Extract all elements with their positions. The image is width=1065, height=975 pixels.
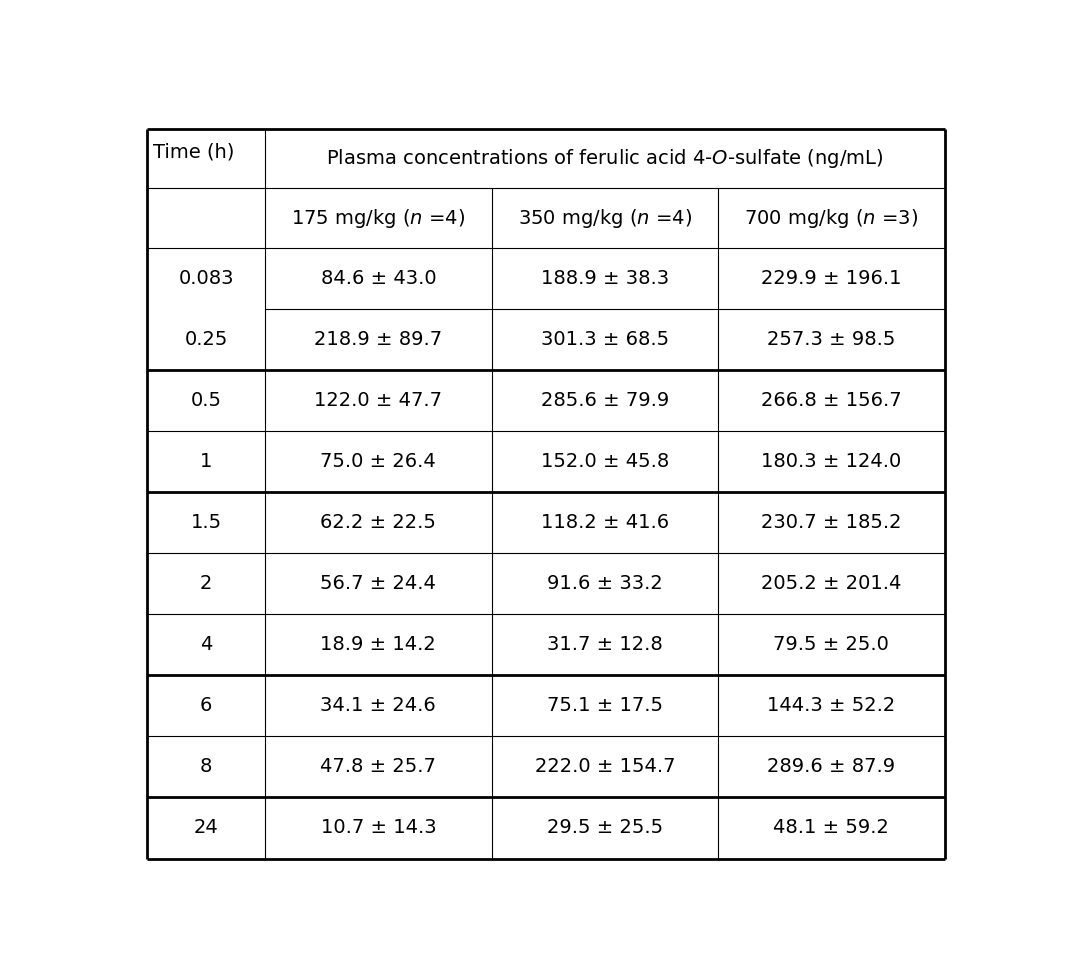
Text: 24: 24 <box>194 818 218 838</box>
Text: 222.0 ± 154.7: 222.0 ± 154.7 <box>535 758 675 776</box>
Text: 48.1 ± 59.2: 48.1 ± 59.2 <box>773 818 889 838</box>
Text: 180.3 ± 124.0: 180.3 ± 124.0 <box>761 452 901 471</box>
Text: Time (h): Time (h) <box>153 142 234 162</box>
Text: 350 mg/kg ($\it{n}$ =4): 350 mg/kg ($\it{n}$ =4) <box>518 207 692 230</box>
Text: 56.7 ± 24.4: 56.7 ± 24.4 <box>321 574 437 594</box>
Text: 230.7 ± 185.2: 230.7 ± 185.2 <box>761 514 902 532</box>
Text: 122.0 ± 47.7: 122.0 ± 47.7 <box>314 391 442 410</box>
Text: 34.1 ± 24.6: 34.1 ± 24.6 <box>321 696 437 716</box>
Text: 75.0 ± 26.4: 75.0 ± 26.4 <box>321 452 437 471</box>
Text: 84.6 ± 43.0: 84.6 ± 43.0 <box>321 269 437 289</box>
Text: 2: 2 <box>200 574 212 594</box>
Text: 0.25: 0.25 <box>184 331 228 349</box>
Text: 29.5 ± 25.5: 29.5 ± 25.5 <box>546 818 662 838</box>
Text: 289.6 ± 87.9: 289.6 ± 87.9 <box>767 758 896 776</box>
Text: 8: 8 <box>200 758 212 776</box>
Text: 0.083: 0.083 <box>178 269 234 289</box>
Text: 1: 1 <box>200 452 212 471</box>
Text: 6: 6 <box>200 696 212 716</box>
Text: 47.8 ± 25.7: 47.8 ± 25.7 <box>321 758 437 776</box>
Text: 91.6 ± 33.2: 91.6 ± 33.2 <box>547 574 662 594</box>
Text: 31.7 ± 12.8: 31.7 ± 12.8 <box>547 636 662 654</box>
Text: 700 mg/kg ($\it{n}$ =3): 700 mg/kg ($\it{n}$ =3) <box>744 207 918 230</box>
Text: 205.2 ± 201.4: 205.2 ± 201.4 <box>761 574 901 594</box>
Text: 144.3 ± 52.2: 144.3 ± 52.2 <box>767 696 896 716</box>
Text: 1.5: 1.5 <box>191 514 222 532</box>
Text: Plasma concentrations of ferulic acid 4-$\it{O}$-sulfate (ng/mL): Plasma concentrations of ferulic acid 4-… <box>326 147 884 170</box>
Text: 118.2 ± 41.6: 118.2 ± 41.6 <box>541 514 669 532</box>
Text: 4: 4 <box>200 636 212 654</box>
Text: 75.1 ± 17.5: 75.1 ± 17.5 <box>546 696 662 716</box>
Text: 301.3 ± 68.5: 301.3 ± 68.5 <box>541 331 669 349</box>
Text: 10.7 ± 14.3: 10.7 ± 14.3 <box>321 818 437 838</box>
Text: 188.9 ± 38.3: 188.9 ± 38.3 <box>541 269 669 289</box>
Text: 79.5 ± 25.0: 79.5 ± 25.0 <box>773 636 889 654</box>
Text: 0.5: 0.5 <box>191 391 222 410</box>
Text: 218.9 ± 89.7: 218.9 ± 89.7 <box>314 331 442 349</box>
Text: 285.6 ± 79.9: 285.6 ± 79.9 <box>541 391 669 410</box>
Text: 266.8 ± 156.7: 266.8 ± 156.7 <box>761 391 902 410</box>
Text: 18.9 ± 14.2: 18.9 ± 14.2 <box>321 636 437 654</box>
Text: 62.2 ± 22.5: 62.2 ± 22.5 <box>321 514 437 532</box>
Text: 257.3 ± 98.5: 257.3 ± 98.5 <box>767 331 896 349</box>
Text: 152.0 ± 45.8: 152.0 ± 45.8 <box>541 452 669 471</box>
Text: 229.9 ± 196.1: 229.9 ± 196.1 <box>761 269 902 289</box>
Text: 175 mg/kg ($\it{n}$ =4): 175 mg/kg ($\it{n}$ =4) <box>292 207 465 230</box>
